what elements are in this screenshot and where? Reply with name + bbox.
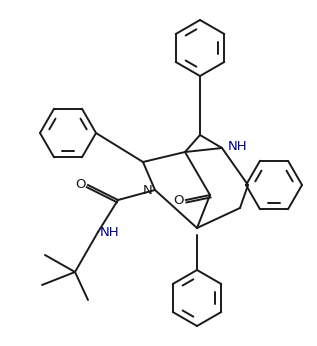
Text: NH: NH (100, 226, 120, 238)
Text: NH: NH (228, 139, 248, 153)
Text: N: N (143, 183, 153, 197)
Text: O: O (173, 193, 183, 207)
Text: O: O (76, 179, 86, 191)
